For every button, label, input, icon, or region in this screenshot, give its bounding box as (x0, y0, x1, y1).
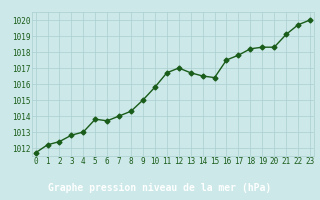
Text: Graphe pression niveau de la mer (hPa): Graphe pression niveau de la mer (hPa) (48, 183, 272, 193)
